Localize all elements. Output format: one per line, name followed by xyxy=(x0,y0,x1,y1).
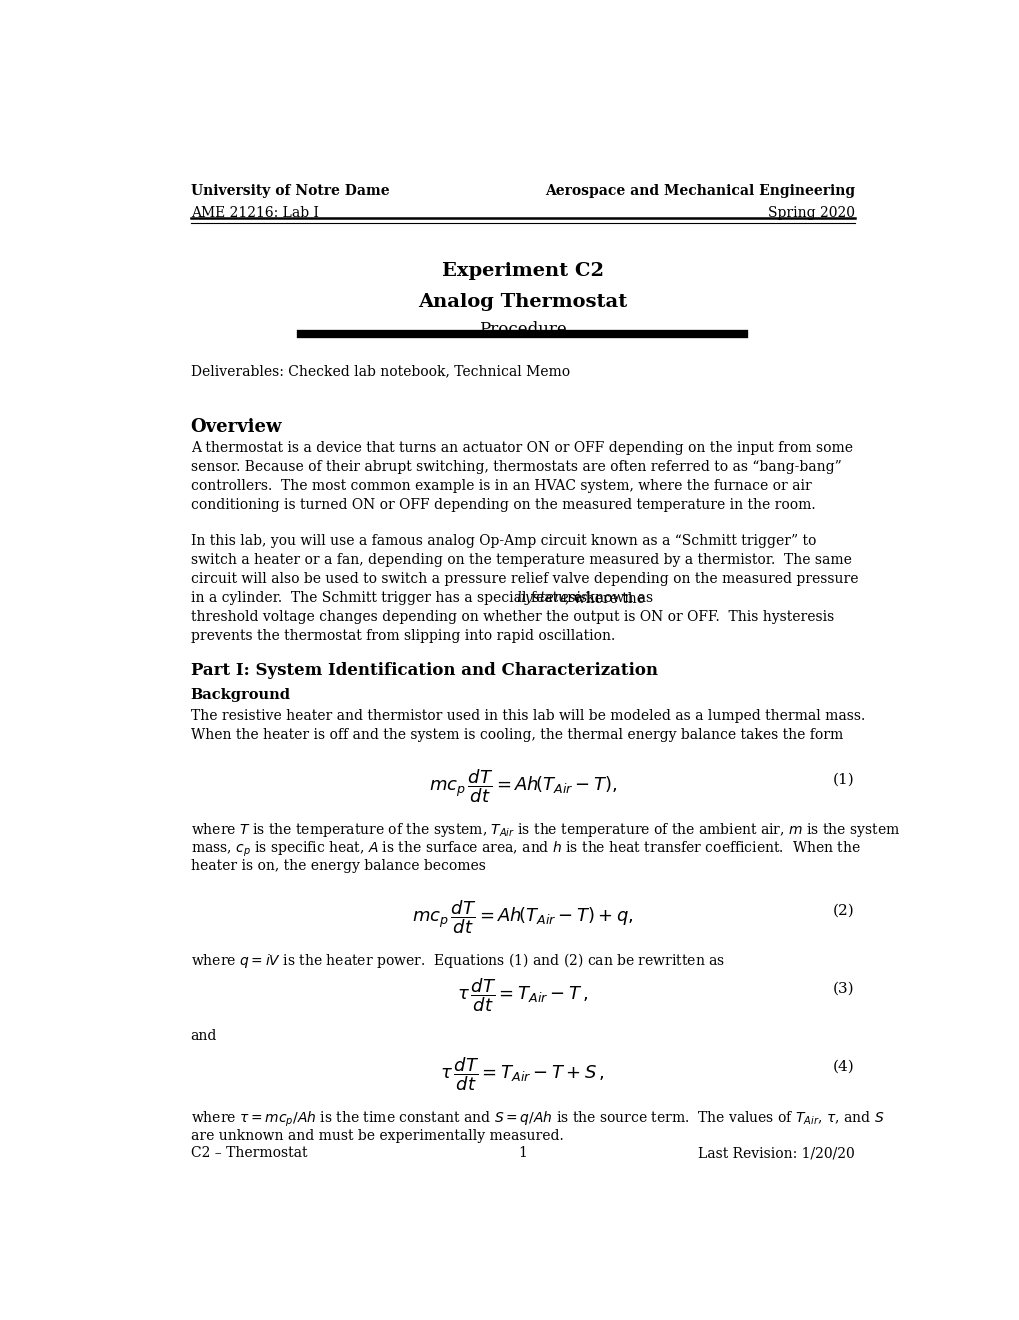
Text: $mc_p\,\dfrac{dT}{dt} = Ah\!\left(T_{Air}-T\right)+q,$: $mc_p\,\dfrac{dT}{dt} = Ah\!\left(T_{Air… xyxy=(412,899,633,936)
Text: Deliverables: Checked lab notebook, Technical Memo: Deliverables: Checked lab notebook, Tech… xyxy=(191,364,570,379)
Text: prevents the thermostat from slipping into rapid oscillation.: prevents the thermostat from slipping in… xyxy=(191,630,614,643)
Text: C2 – Thermostat: C2 – Thermostat xyxy=(191,1146,307,1160)
Text: where $q = iV$ is the heater power.  Equations (1) and (2) can be rewritten as: where $q = iV$ is the heater power. Equa… xyxy=(191,952,725,970)
Text: Aerospace and Mechanical Engineering: Aerospace and Mechanical Engineering xyxy=(544,183,854,198)
Text: switch a heater or a fan, depending on the temperature measured by a thermistor.: switch a heater or a fan, depending on t… xyxy=(191,553,851,566)
Text: Overview: Overview xyxy=(191,417,282,436)
Text: The resistive heater and thermistor used in this lab will be modeled as a lumped: The resistive heater and thermistor used… xyxy=(191,709,864,723)
Text: Experiment C2: Experiment C2 xyxy=(441,263,603,280)
Text: circuit will also be used to switch a pressure relief valve depending on the mea: circuit will also be used to switch a pr… xyxy=(191,572,857,586)
Text: and: and xyxy=(191,1030,217,1043)
Text: in a cylinder.  The Schmitt trigger has a special feature known as: in a cylinder. The Schmitt trigger has a… xyxy=(191,591,656,605)
Text: , where the: , where the xyxy=(565,591,644,605)
Text: threshold voltage changes depending on whether the output is ON or OFF.  This hy: threshold voltage changes depending on w… xyxy=(191,610,834,624)
Text: University of Notre Dame: University of Notre Dame xyxy=(191,183,389,198)
Text: Spring 2020: Spring 2020 xyxy=(767,206,854,220)
Text: In this lab, you will use a famous analog Op-Amp circuit known as a “Schmitt tri: In this lab, you will use a famous analo… xyxy=(191,533,815,548)
Text: controllers.  The most common example is in an HVAC system, where the furnace or: controllers. The most common example is … xyxy=(191,479,811,494)
Text: sensor. Because of their abrupt switching, thermostats are often referred to as : sensor. Because of their abrupt switchin… xyxy=(191,461,841,474)
Text: AME 21216: Lab I: AME 21216: Lab I xyxy=(191,206,318,220)
Text: Procedure: Procedure xyxy=(478,321,567,338)
Text: Analog Thermostat: Analog Thermostat xyxy=(418,293,627,310)
Text: When the heater is off and the system is cooling, the thermal energy balance tak: When the heater is off and the system is… xyxy=(191,729,842,742)
Text: (3): (3) xyxy=(833,982,854,995)
Text: $\tau\,\dfrac{dT}{dt} = T_{Air} - T + S\,,$: $\tau\,\dfrac{dT}{dt} = T_{Air} - T + S\… xyxy=(440,1055,604,1093)
Text: (1): (1) xyxy=(833,774,854,787)
Text: $mc_p\,\dfrac{dT}{dt} = Ah\!\left(T_{Air}-T\right),$: $mc_p\,\dfrac{dT}{dt} = Ah\!\left(T_{Air… xyxy=(428,768,616,805)
Text: 1: 1 xyxy=(518,1146,527,1160)
Text: Last Revision: 1/20/20: Last Revision: 1/20/20 xyxy=(697,1146,854,1160)
Text: Background: Background xyxy=(191,688,290,702)
Text: A thermostat is a device that turns an actuator ON or OFF depending on the input: A thermostat is a device that turns an a… xyxy=(191,441,852,455)
Text: mass, $c_p$ is specific heat, $A$ is the surface area, and $h$ is the heat trans: mass, $c_p$ is specific heat, $A$ is the… xyxy=(191,840,860,859)
Text: (4): (4) xyxy=(833,1060,854,1074)
Text: heater is on, the energy balance becomes: heater is on, the energy balance becomes xyxy=(191,859,485,873)
Text: conditioning is turned ON or OFF depending on the measured temperature in the ro: conditioning is turned ON or OFF dependi… xyxy=(191,498,814,512)
Text: where $\tau = mc_p/Ah$ is the time constant and $S = q/Ah$ is the source term.  : where $\tau = mc_p/Ah$ is the time const… xyxy=(191,1110,883,1129)
Text: $\tau\,\dfrac{dT}{dt} = T_{Air} - T\,,$: $\tau\,\dfrac{dT}{dt} = T_{Air} - T\,,$ xyxy=(457,977,588,1014)
Text: hysteresis: hysteresis xyxy=(516,591,587,605)
Text: where $T$ is the temperature of the system, $T_{Air}$ is the temperature of the : where $T$ is the temperature of the syst… xyxy=(191,821,899,838)
Text: (2): (2) xyxy=(833,903,854,917)
Text: are unknown and must be experimentally measured.: are unknown and must be experimentally m… xyxy=(191,1129,562,1143)
Text: Part I: System Identification and Characterization: Part I: System Identification and Charac… xyxy=(191,661,657,678)
